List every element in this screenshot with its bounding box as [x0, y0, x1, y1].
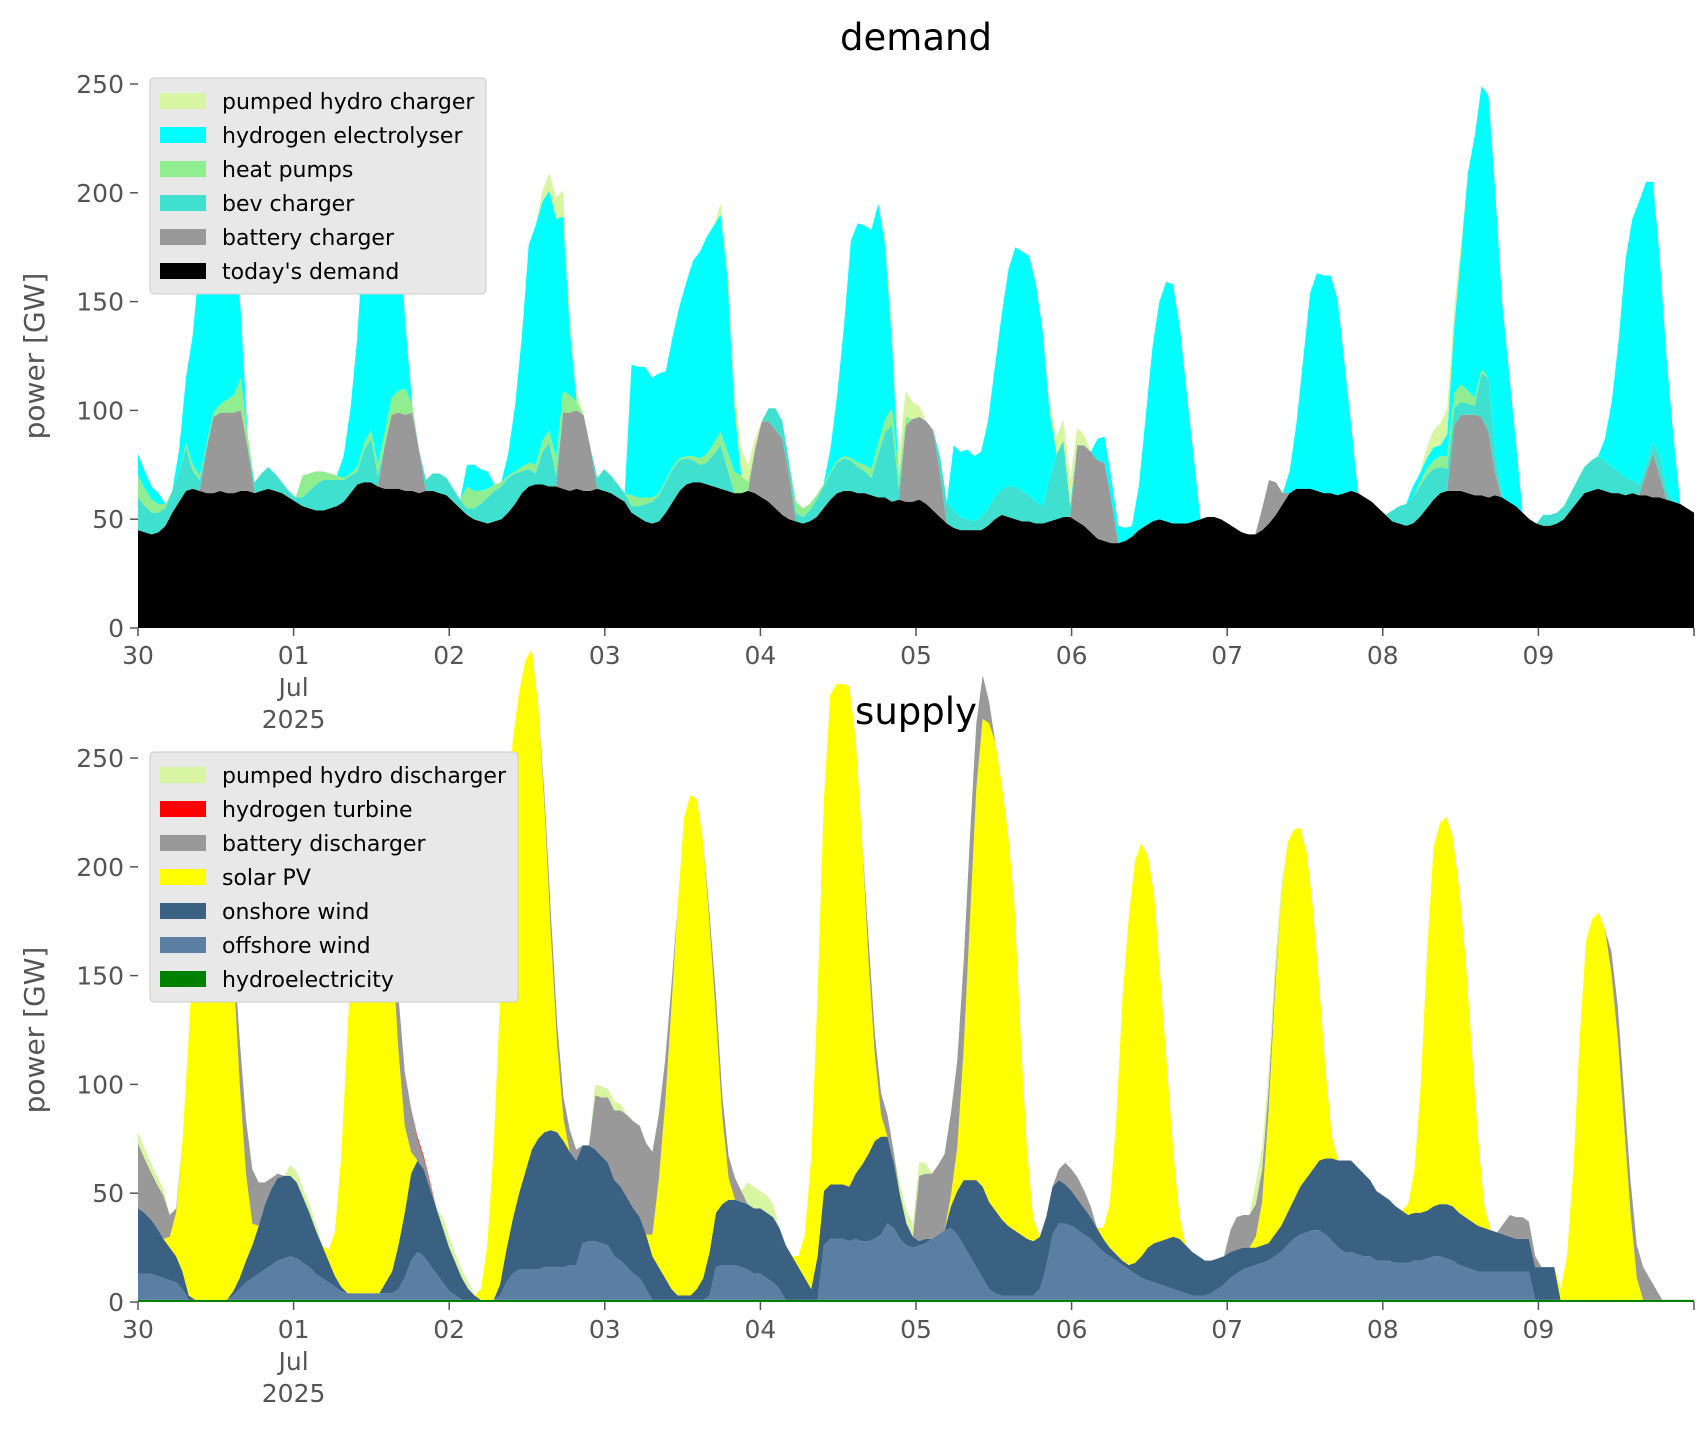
legend-label: hydrogen electrolyser [222, 124, 463, 149]
x-axis: 30 01 02 03 04 05 06 07 08 09 Jul 2025 [122, 1302, 1695, 1408]
x-tick-label: 08 [1367, 641, 1399, 670]
legend-box [149, 751, 519, 1003]
x-tick-label: 04 [744, 1315, 776, 1344]
area-onshore-wind [138, 1130, 1694, 1300]
x-tick-label: 06 [1056, 1315, 1088, 1344]
y-tick-label: 0 [108, 1288, 124, 1317]
x-year-label: 2025 [262, 705, 326, 734]
y-axis-label: power [GW] [18, 947, 51, 1114]
y-axis-label: power [GW] [18, 273, 51, 440]
legend-swatch [160, 161, 206, 177]
x-tick-label: 04 [744, 641, 776, 670]
x-axis: 30 01 02 03 04 05 06 07 08 09 Jul 2025 [122, 628, 1695, 734]
x-tick-label: 09 [1522, 641, 1554, 670]
y-axis: 0 50 100 150 200 250 power [GW] [18, 70, 138, 643]
chart-title: demand [840, 16, 992, 59]
x-year-label: 2025 [262, 1379, 326, 1408]
legend-label: hydrogen turbine [222, 798, 413, 823]
y-tick-label: 200 [76, 853, 124, 882]
x-tick-label: 01 [278, 1315, 310, 1344]
area-today-s-demand [138, 482, 1694, 628]
x-tick-label: 03 [589, 641, 621, 670]
area-battery-charger [138, 410, 1694, 544]
y-tick-label: 50 [92, 505, 124, 534]
y-axis: 0 50 100 150 200 250 power [GW] [18, 744, 138, 1317]
x-month-label: Jul [277, 673, 309, 702]
area-offshore-wind [138, 1223, 1694, 1300]
legend-swatch [160, 93, 206, 109]
x-tick-label: 07 [1211, 641, 1243, 670]
legend-label: battery charger [222, 226, 395, 251]
legend-label: pumped hydro discharger [222, 764, 507, 789]
legend-swatch [160, 937, 206, 953]
series-areas [138, 86, 1694, 628]
legend-label: offshore wind [222, 934, 371, 959]
x-tick-label: 05 [900, 1315, 932, 1344]
legend-swatch [160, 767, 206, 783]
x-tick-label: 07 [1211, 1315, 1243, 1344]
legend-label: onshore wind [222, 900, 369, 925]
series-areas [138, 649, 1694, 1302]
legend-swatch [160, 903, 206, 919]
legend: pumped hydro discharger hydrogen turbine b… [149, 751, 519, 1003]
legend-label: battery discharger [222, 832, 427, 857]
x-tick-label: 08 [1367, 1315, 1399, 1344]
x-tick-label: 06 [1056, 641, 1088, 670]
y-tick-label: 250 [76, 744, 124, 773]
legend-label: pumped hydro charger [222, 90, 475, 115]
legend-label: today's demand [222, 260, 399, 285]
area-solar-pv [138, 649, 1694, 1300]
x-tick-label: 02 [433, 1315, 465, 1344]
y-tick-label: 100 [76, 1070, 124, 1099]
x-tick-label: 09 [1522, 1315, 1554, 1344]
area-hydrogen-electrolyser [138, 86, 1694, 544]
y-tick-label: 0 [108, 614, 124, 643]
y-tick-label: 150 [76, 962, 124, 991]
legend-swatch [160, 263, 206, 279]
y-tick-label: 200 [76, 179, 124, 208]
x-tick-label: 03 [589, 1315, 621, 1344]
x-month-label: Jul [277, 1347, 309, 1376]
x-tick-label: 05 [900, 641, 932, 670]
x-tick-label: 02 [433, 641, 465, 670]
legend-swatch [160, 835, 206, 851]
legend-label: solar PV [222, 866, 311, 891]
legend-swatch [160, 971, 206, 987]
x-tick-label: 30 [122, 1315, 154, 1344]
legend-swatch [160, 869, 206, 885]
legend-box [149, 77, 487, 295]
y-tick-label: 50 [92, 1179, 124, 1208]
legend-swatch [160, 229, 206, 245]
legend-swatch [160, 801, 206, 817]
y-tick-label: 150 [76, 288, 124, 317]
area-hydroelectricity [138, 1299, 1694, 1302]
legend-swatch [160, 127, 206, 143]
legend-label: hydroelectricity [222, 968, 394, 993]
chart-title: supply [855, 690, 977, 733]
x-tick-label: 30 [122, 641, 154, 670]
y-tick-label: 100 [76, 396, 124, 425]
legend-swatch [160, 195, 206, 211]
legend-label: bev charger [222, 192, 355, 217]
legend-label: heat pumps [222, 158, 353, 183]
legend: pumped hydro charger hydrogen electrolyse… [149, 77, 487, 295]
x-tick-label: 01 [278, 641, 310, 670]
y-tick-label: 250 [76, 70, 124, 99]
